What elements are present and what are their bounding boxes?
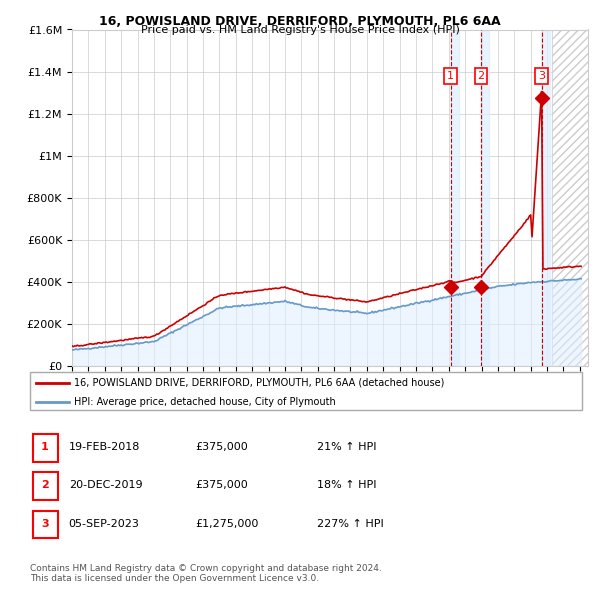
Text: 3: 3 (41, 519, 49, 529)
Text: 1: 1 (41, 442, 49, 452)
Text: 1: 1 (447, 71, 454, 81)
FancyBboxPatch shape (33, 473, 58, 500)
FancyBboxPatch shape (30, 372, 582, 410)
Text: 16, POWISLAND DRIVE, DERRIFORD, PLYMOUTH, PL6 6AA: 16, POWISLAND DRIVE, DERRIFORD, PLYMOUTH… (99, 15, 501, 28)
Text: 227% ↑ HPI: 227% ↑ HPI (317, 519, 384, 529)
Text: 18% ↑ HPI: 18% ↑ HPI (317, 480, 377, 490)
Text: 16, POWISLAND DRIVE, DERRIFORD, PLYMOUTH, PL6 6AA (detached house): 16, POWISLAND DRIVE, DERRIFORD, PLYMOUTH… (74, 378, 445, 388)
Text: £1,275,000: £1,275,000 (196, 519, 259, 529)
Bar (481, 30, 489, 366)
FancyBboxPatch shape (33, 511, 58, 538)
FancyBboxPatch shape (33, 434, 58, 461)
Bar (552, 30, 588, 366)
Text: 05-SEP-2023: 05-SEP-2023 (68, 519, 140, 529)
Text: 2: 2 (478, 71, 485, 81)
Bar (451, 30, 459, 366)
Text: HPI: Average price, detached house, City of Plymouth: HPI: Average price, detached house, City… (74, 396, 336, 407)
Text: 21% ↑ HPI: 21% ↑ HPI (317, 442, 377, 452)
Text: 3: 3 (538, 71, 545, 81)
Text: Price paid vs. HM Land Registry's House Price Index (HPI): Price paid vs. HM Land Registry's House … (140, 25, 460, 35)
Text: Contains HM Land Registry data © Crown copyright and database right 2024.
This d: Contains HM Land Registry data © Crown c… (30, 563, 382, 583)
Text: £375,000: £375,000 (196, 480, 248, 490)
Text: 20-DEC-2019: 20-DEC-2019 (68, 480, 142, 490)
Text: 2: 2 (41, 480, 49, 490)
Bar (541, 30, 550, 366)
Text: £375,000: £375,000 (196, 442, 248, 452)
Text: 19-FEB-2018: 19-FEB-2018 (68, 442, 140, 452)
